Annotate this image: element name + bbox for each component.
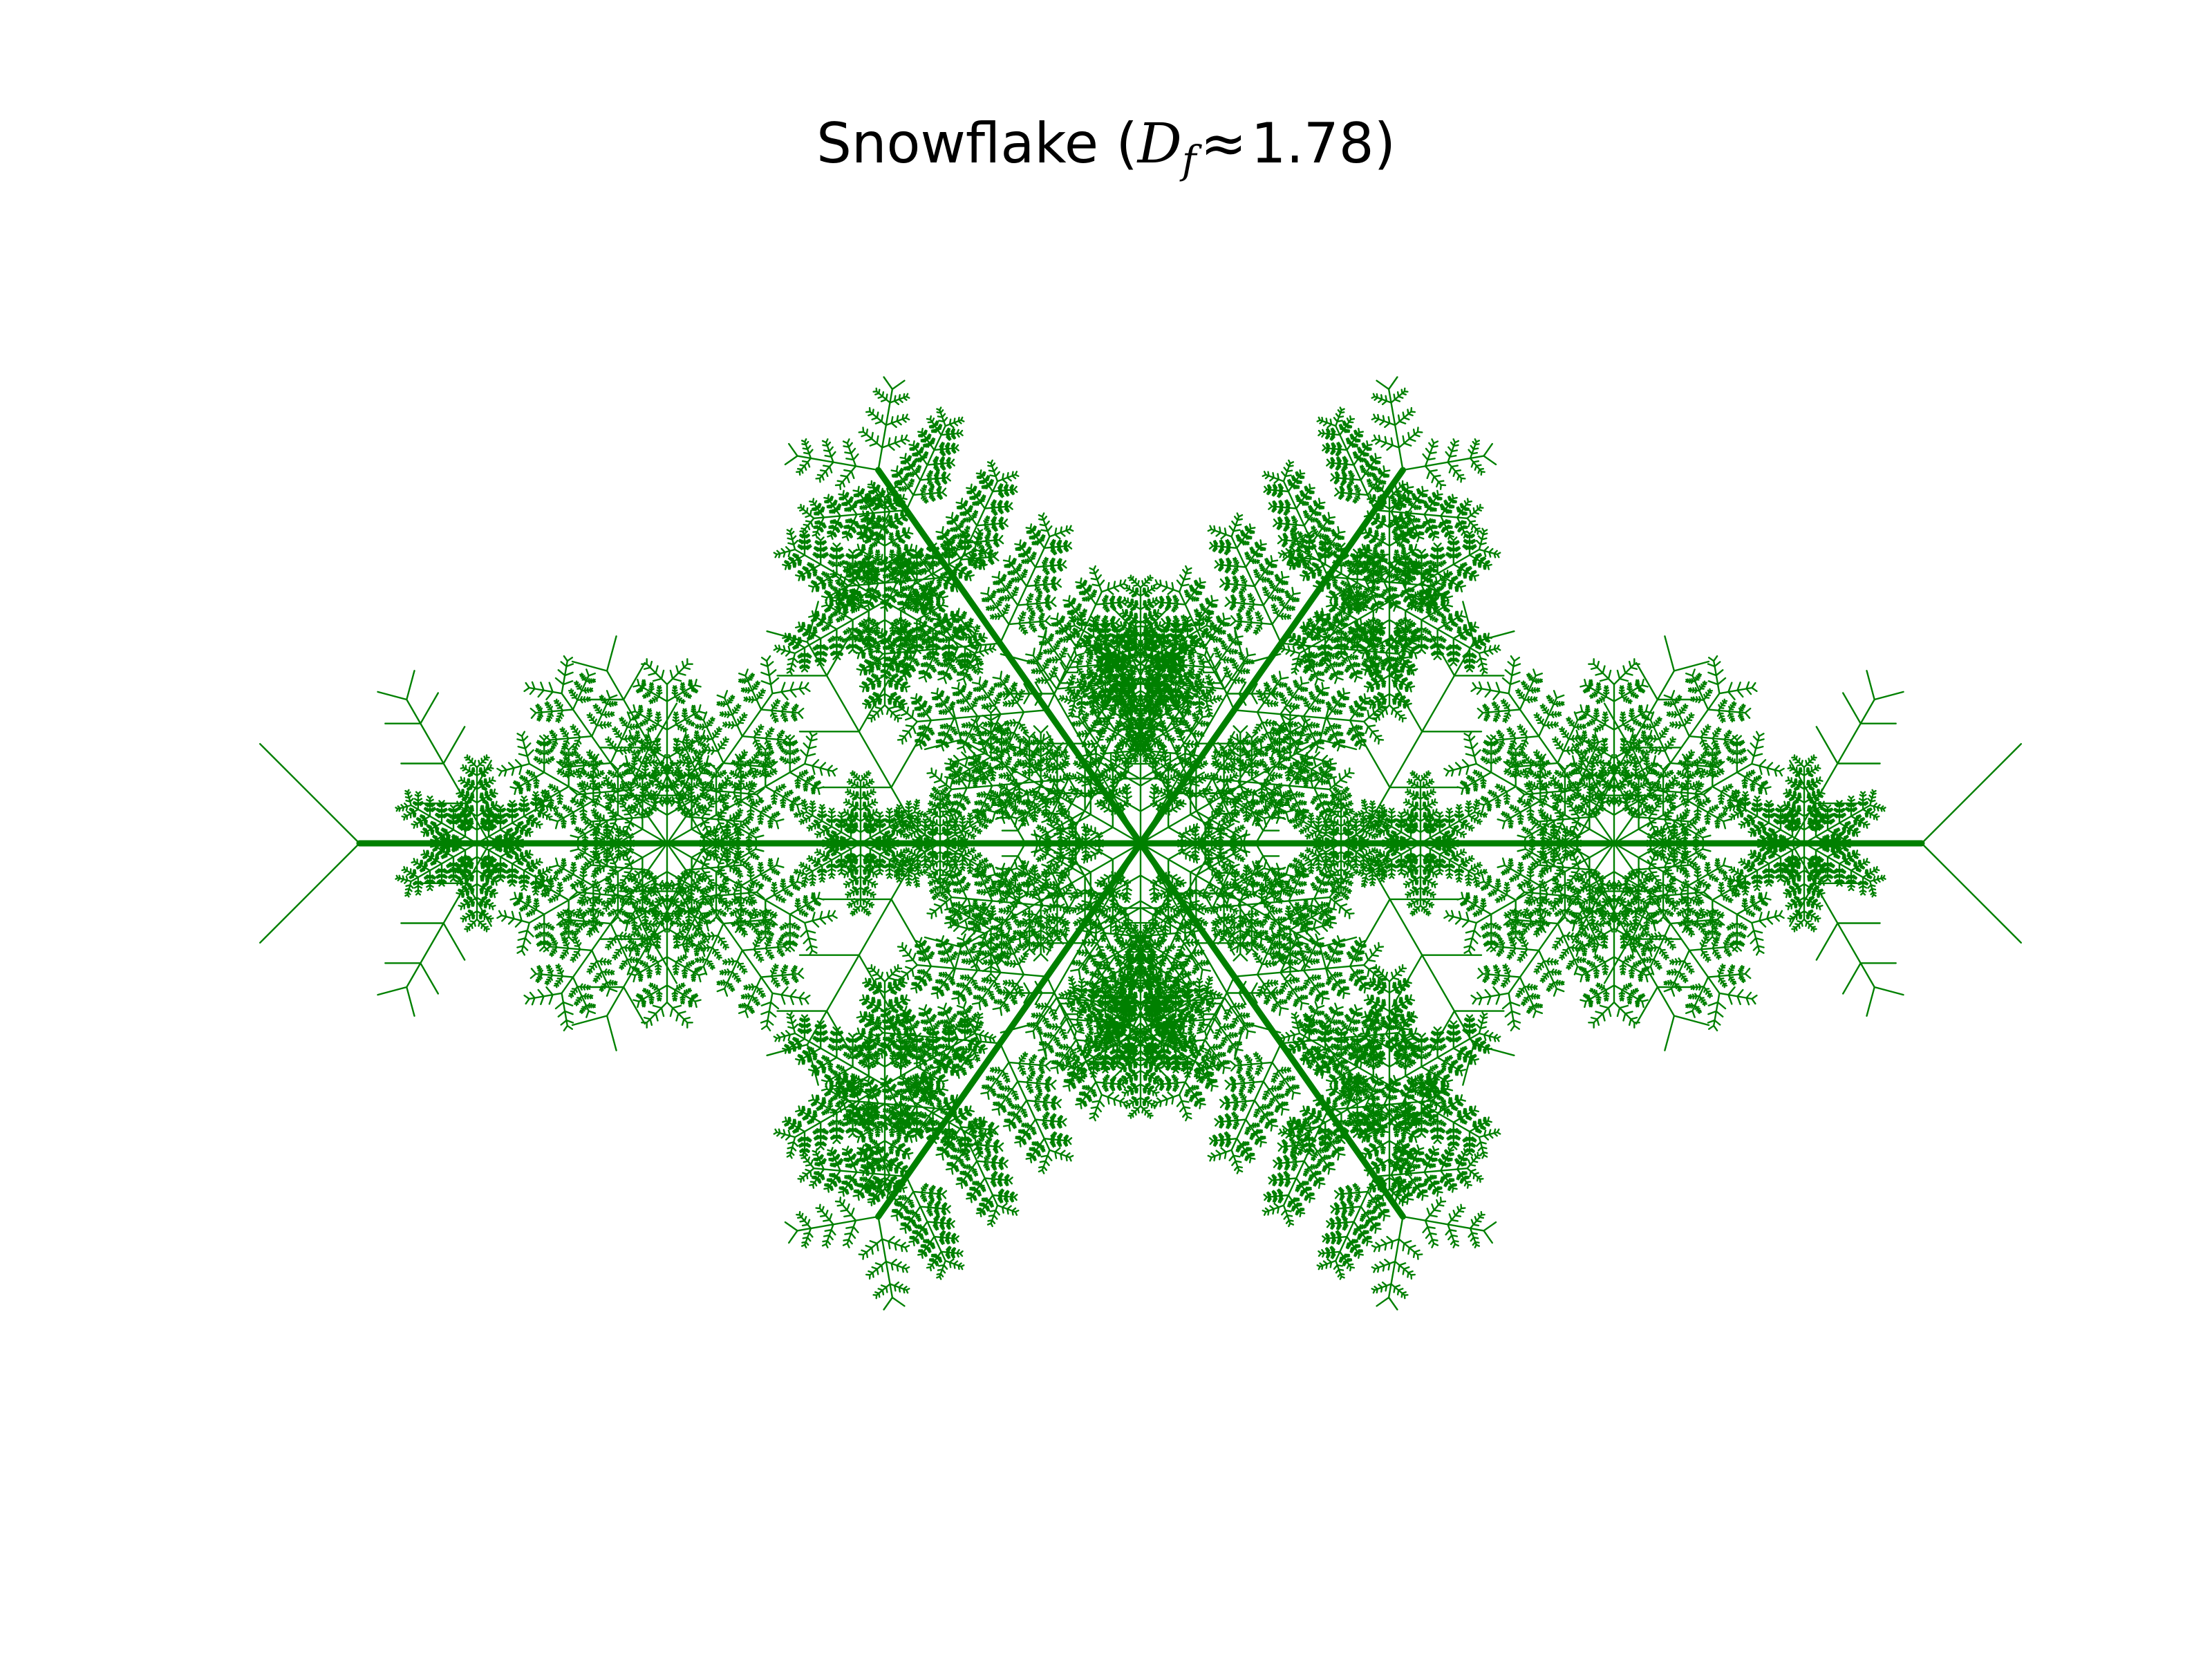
snowflake-group	[259, 376, 2022, 1311]
title-subscript: f	[1181, 138, 1197, 183]
title-math: Df	[1137, 111, 1197, 180]
snowflake-main-stems	[356, 467, 1925, 1220]
title-value: 1.78	[1250, 111, 1374, 176]
title-prefix: Snowflake (	[816, 111, 1138, 176]
figure-title: Snowflake (Df≈1.78)	[0, 111, 2212, 180]
title-symbol: D	[1137, 111, 1182, 176]
title-suffix: )	[1374, 111, 1396, 176]
title-relation: ≈	[1200, 111, 1247, 176]
